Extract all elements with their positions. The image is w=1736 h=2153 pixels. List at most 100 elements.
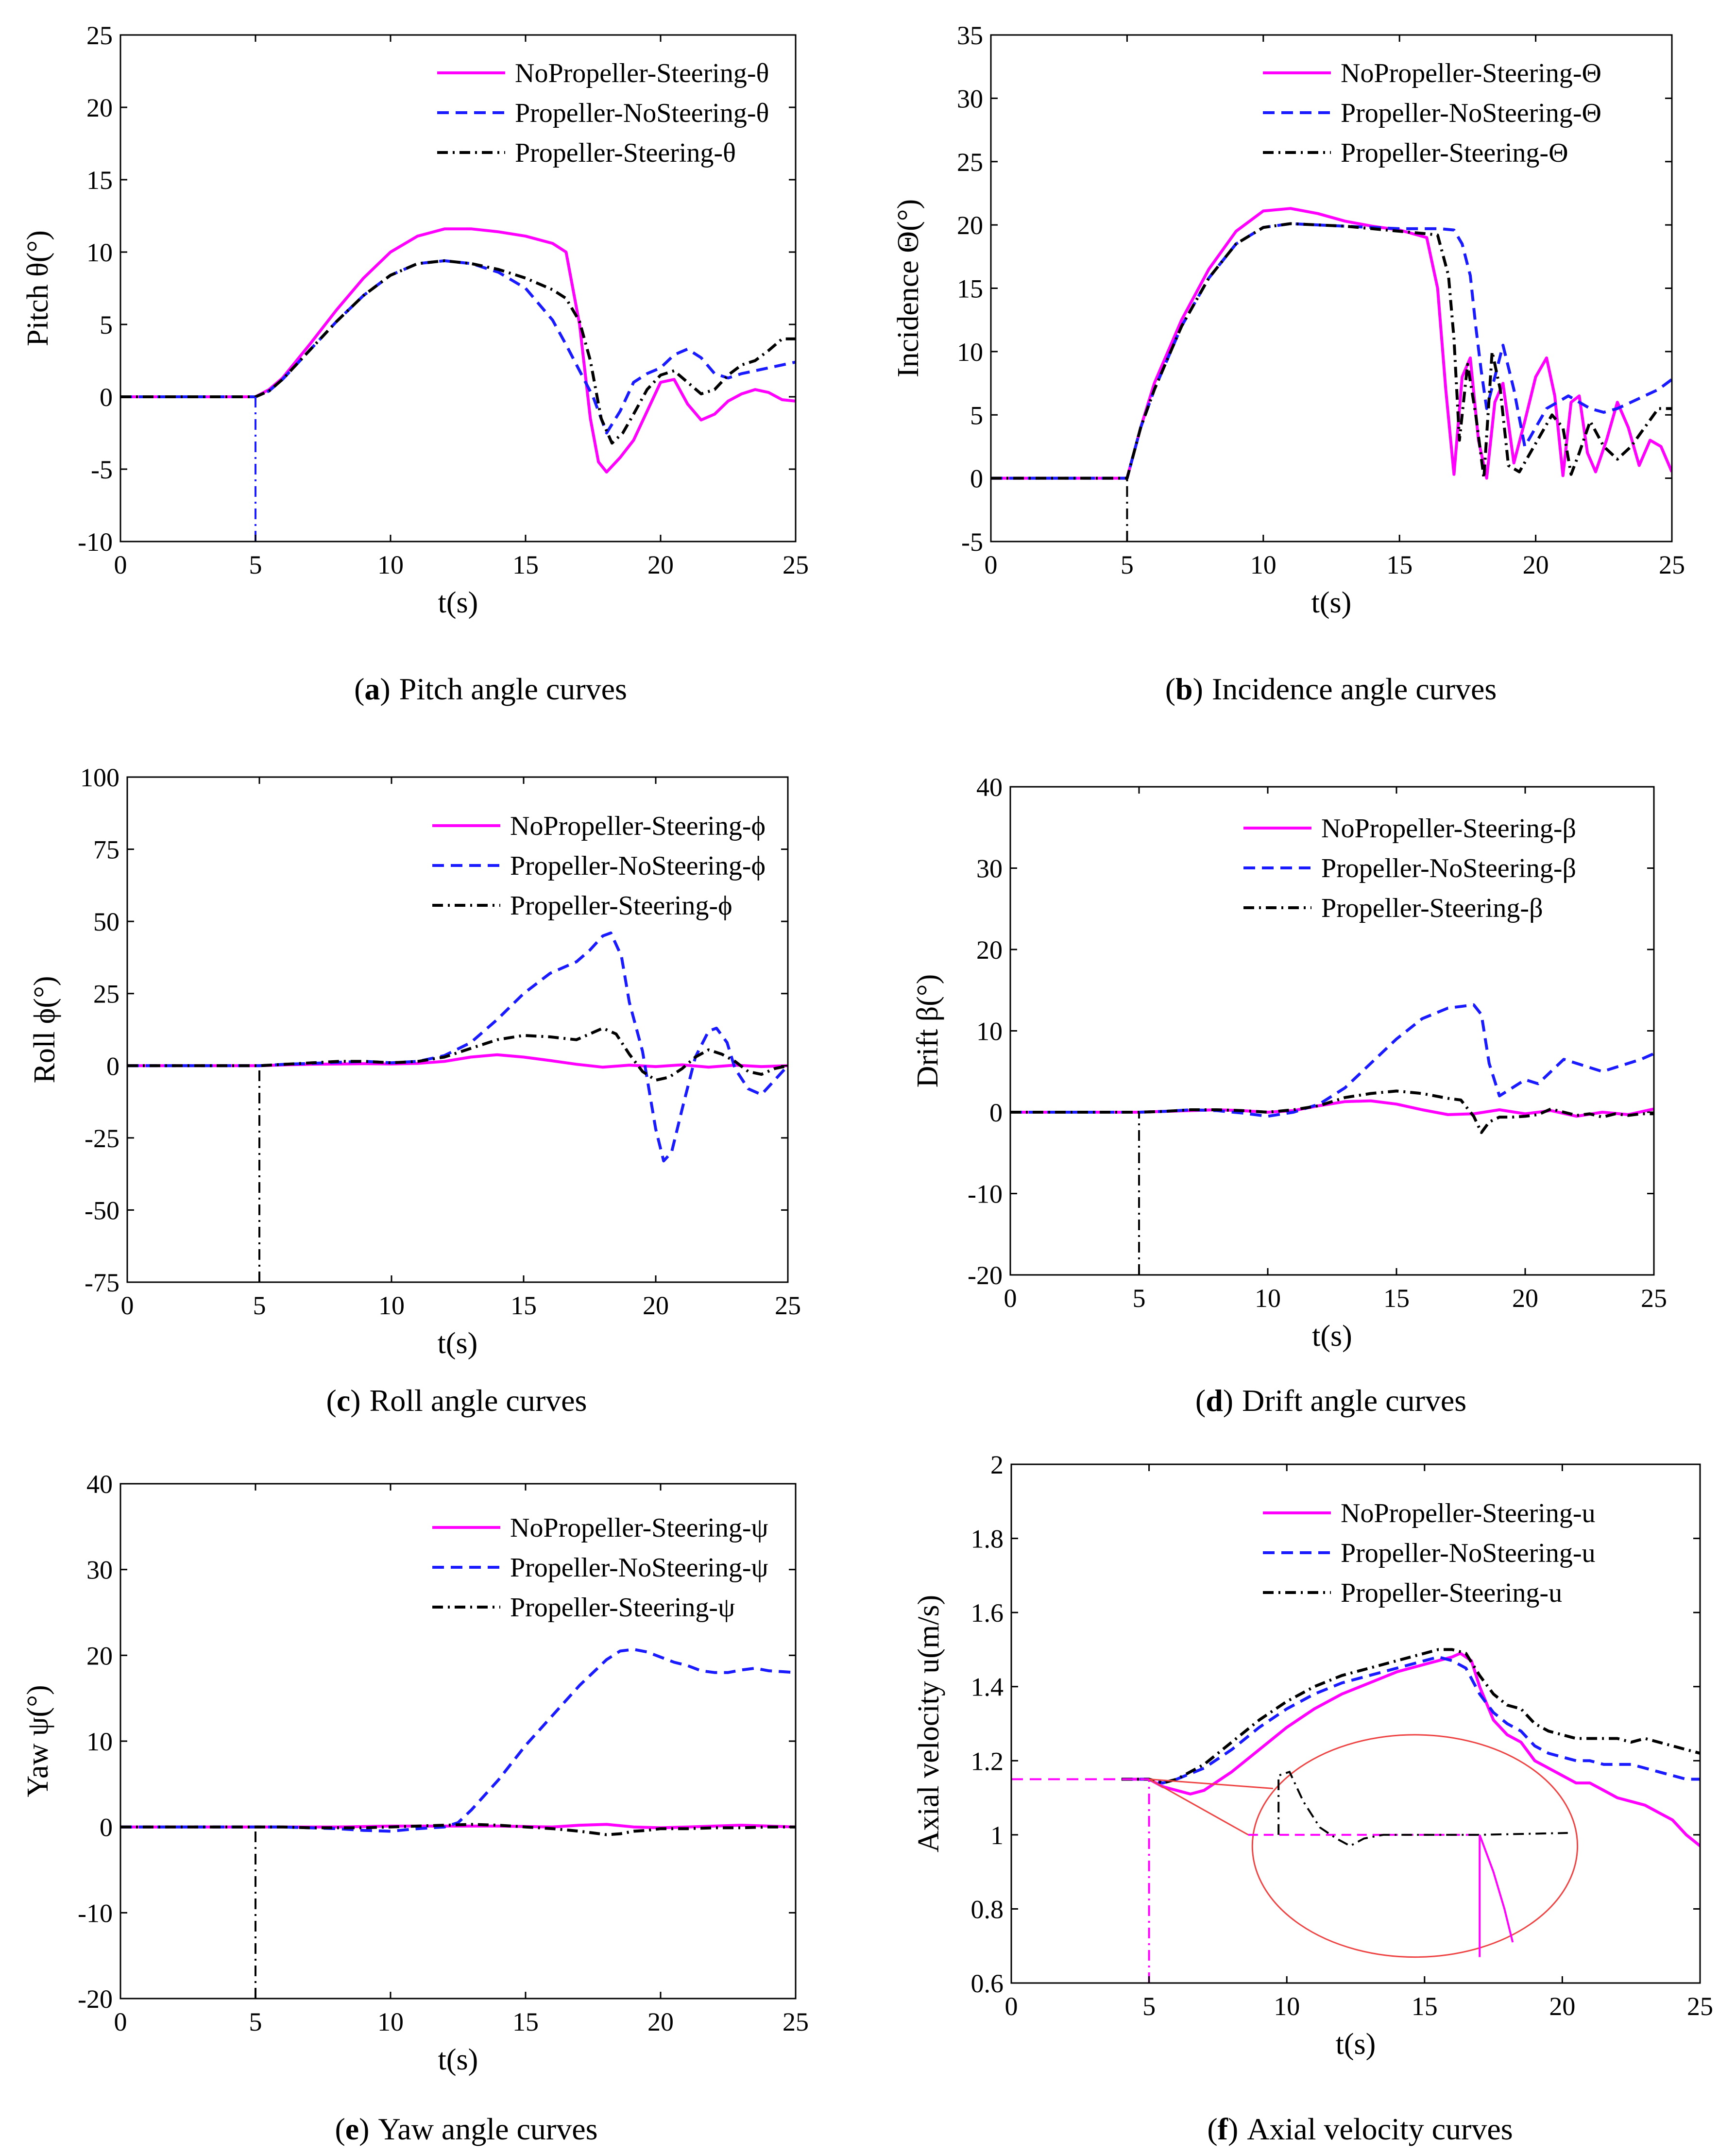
caption-paren-close: ) — [359, 2112, 369, 2146]
legend-entry: Propeller-Steering-β — [1321, 893, 1543, 923]
x-tick-label: 0 — [985, 550, 998, 579]
x-tick-label: 20 — [1512, 1284, 1538, 1313]
x-tick-label: 25 — [1641, 1284, 1667, 1313]
panel-caption: (d) Drift angle curves — [1195, 1383, 1466, 1418]
y-tick-label: 0 — [989, 1098, 1003, 1127]
x-tick-label: 20 — [647, 2007, 674, 2036]
series-group — [120, 1648, 796, 1999]
x-tick-label: 20 — [1549, 1992, 1575, 2021]
series-line-0 — [1121, 1652, 1700, 1848]
caption-paren-close: ) — [350, 1383, 360, 1418]
y-tick-label: 20 — [957, 211, 983, 240]
series-line-2 — [120, 1823, 796, 1836]
legend-entry: Propeller-NoSteering-ϕ — [510, 851, 766, 881]
legend: NoPropeller-Steering-u Propeller-NoSteeri… — [1263, 1498, 1596, 1608]
x-tick-label: 20 — [647, 550, 674, 579]
axes-frame — [126, 776, 789, 1283]
y-tick-label: 10 — [976, 1017, 1003, 1046]
x-tick-label: 10 — [377, 550, 404, 579]
y-tick-label: 0 — [100, 383, 113, 412]
panel-caption: (f) Axial velocity curves — [1207, 2112, 1513, 2146]
series-line-1 — [1121, 1655, 1700, 1785]
x-axis-label: t(s) — [1311, 586, 1352, 619]
legend-entry: Propeller-NoSteering-u — [1341, 1538, 1596, 1568]
panel-e: 0 5 10 15 20 25 -20 -10 0 10 20 30 40 t(s) Yaw ψ(°) NoP… — [21, 1470, 809, 2146]
x-tick-label: 25 — [775, 1291, 801, 1320]
y-tick-label: -5 — [961, 527, 983, 557]
caption-letter: e — [345, 2112, 359, 2146]
y-axis-label: Incidence Θ(°) — [892, 199, 925, 377]
x-tick-label: 5 — [249, 550, 262, 579]
y-tick-label: 1.4 — [971, 1673, 1004, 1702]
series-line-0 — [991, 207, 1672, 480]
y-tick-label: 50 — [93, 907, 119, 936]
caption-paren-open: ( — [1207, 2112, 1217, 2146]
panel-d: 0 5 10 15 20 25 -20 -10 0 10 20 30 40 t(s) Drift β(°) N… — [911, 773, 1667, 1418]
legend-entry: Propeller-NoSteering-Θ — [1341, 98, 1601, 128]
series-line-0 — [127, 1053, 788, 1069]
y-tick-label: 30 — [976, 854, 1003, 883]
y-tick-label: 40 — [86, 1470, 113, 1499]
y-tick-label: 25 — [93, 980, 119, 1009]
y-tick-label: 20 — [86, 1641, 113, 1670]
x-tick-label: 10 — [378, 1291, 405, 1320]
series-line-2 — [1010, 1089, 1654, 1134]
legend-entry: NoPropeller-Steering-β — [1321, 814, 1576, 844]
zoom-black-curve — [1277, 1770, 1568, 1848]
x-tick-label: 5 — [1121, 550, 1134, 579]
y-tick-label: 10 — [86, 1727, 113, 1756]
legend-entry: NoPropeller-Steering-Θ — [1341, 58, 1601, 88]
x-tick-label: 15 — [512, 2007, 539, 2036]
caption-text: Pitch angle curves — [399, 672, 627, 706]
series-group — [127, 931, 788, 1282]
x-tick-label: 10 — [1255, 1284, 1281, 1313]
y-tick-label: 100 — [80, 763, 119, 792]
caption-text: Yaw angle curves — [378, 2112, 597, 2146]
y-tick-label: 10 — [86, 238, 113, 267]
y-tick-label: 0 — [100, 1813, 113, 1842]
panel-b: 0 5 10 15 20 25-505101520253035t(s)Incidence … — [892, 21, 1685, 706]
zoom-inset — [1148, 1734, 1579, 1958]
x-tick-label: 0 — [1005, 1992, 1018, 2021]
caption-letter: a — [364, 672, 380, 706]
caption-letter: c — [337, 1383, 350, 1418]
zoom-ellipse — [1251, 1734, 1579, 1958]
legend-entry: Propeller-Steering-ϕ — [510, 891, 732, 921]
panel-c: 0 5 10 15 20 25 -75 -50 -25 0 25 50 75 100 t(s) Roll ϕ(… — [28, 763, 801, 1418]
y-tick-label: 1 — [990, 1821, 1004, 1850]
x-tick-label: 10 — [377, 2007, 404, 2036]
x-axis-label: t(s) — [438, 2043, 478, 2076]
panel-caption: (a) Pitch angle curves — [354, 672, 627, 706]
series-line-1 — [120, 259, 796, 435]
y-tick-label: -5 — [91, 455, 113, 484]
panel-caption: (b) Incidence angle curves — [1165, 672, 1497, 706]
legend-entry: Propeller-NoSteering-ψ — [510, 1553, 768, 1583]
y-tick-label: -10 — [968, 1180, 1003, 1209]
series-group — [991, 207, 1672, 542]
y-axis-label: Yaw ψ(°) — [21, 1685, 54, 1797]
x-axis-label: t(s) — [438, 1327, 478, 1360]
series-group — [120, 227, 796, 542]
y-tick-label: -25 — [85, 1124, 119, 1153]
panel-f: 0 5 10 15 20 25 0.6 0.8 1 1.2 1.4 1.6 1.8 2 t(s) Axial … — [912, 1450, 1713, 2146]
x-tick-label: 15 — [512, 550, 539, 579]
caption-paren-close: ) — [380, 672, 390, 706]
legend-entry: Propeller-Steering-θ — [515, 138, 736, 168]
axes-frame — [1010, 1463, 1701, 1984]
x-tick-label: 25 — [1687, 1992, 1713, 2021]
x-tick-label: 5 — [253, 1291, 266, 1320]
series-line-2 — [127, 1027, 788, 1082]
y-tick-label: -50 — [85, 1196, 119, 1225]
series-line-0 — [120, 227, 796, 474]
caption-paren-open: ( — [1165, 672, 1175, 706]
legend-entry: NoPropeller-Steering-θ — [515, 58, 769, 88]
legend: NoPropeller-Steering-ψ Propeller-NoSteeri… — [432, 1513, 768, 1623]
y-tick-label: 15 — [86, 166, 113, 195]
x-axis-label: t(s) — [1312, 1320, 1352, 1353]
y-tick-label: -75 — [85, 1268, 119, 1297]
x-tick-label: 15 — [1412, 1992, 1438, 2021]
panel-caption: (c) Roll angle curves — [326, 1383, 587, 1418]
y-tick-label: 20 — [86, 93, 113, 122]
x-tick-label: 25 — [783, 2007, 809, 2036]
